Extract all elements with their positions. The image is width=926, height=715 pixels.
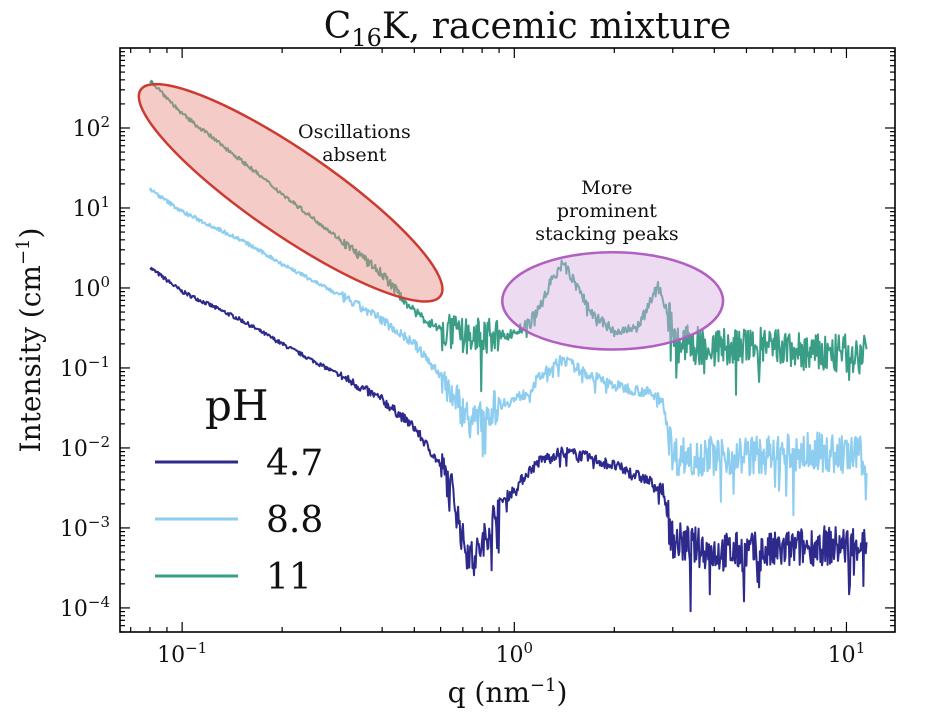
x-tick-label-0: 10−1	[157, 639, 207, 668]
annotation-text-1-0: More	[581, 177, 632, 199]
series-line-2	[149, 79, 868, 396]
y-tick-label-4: 100	[72, 273, 110, 302]
chart-title: C16K, racemic mixture	[324, 6, 731, 52]
y-axis-ticks	[120, 51, 895, 633]
annotation-text-1-1: prominent	[557, 200, 657, 222]
legend-title: pH	[205, 381, 269, 430]
y-tick-label-6: 102	[72, 113, 110, 142]
legend-label-2: 11	[266, 557, 312, 598]
annotation-text-1-2: stacking peaks	[535, 223, 678, 245]
series-line-0	[149, 266, 868, 613]
x-axis-label: q (nm−1)	[448, 675, 568, 709]
x-tick-label-1: 100	[496, 639, 534, 668]
series-group	[149, 79, 868, 613]
x-axis-ticks	[130, 48, 848, 632]
y-axis-label: Intensity (cm−1)	[13, 228, 47, 453]
legend-label-0: 4.7	[266, 443, 323, 484]
x-tick-label-2: 101	[828, 639, 866, 668]
legend: pH 4.7 8.8 11	[155, 381, 323, 598]
annotation-ellipse-oscillations	[137, 82, 444, 303]
y-tick-label-0: 10−4	[60, 593, 110, 622]
y-tick-label-3: 10−1	[60, 353, 110, 382]
annotation-text-0-0: Oscillations	[298, 121, 411, 143]
y-tick-label-1: 10−3	[60, 513, 110, 542]
series-line-1	[149, 187, 868, 517]
legend-label-1: 8.8	[266, 500, 323, 541]
plot-frame	[119, 47, 896, 633]
y-tick-label-5: 101	[72, 193, 110, 222]
annotation-text-0-1: absent	[322, 144, 387, 166]
y-tick-label-2: 10−2	[60, 433, 110, 462]
annotation-ellipse-stacking-peaks	[501, 250, 725, 351]
